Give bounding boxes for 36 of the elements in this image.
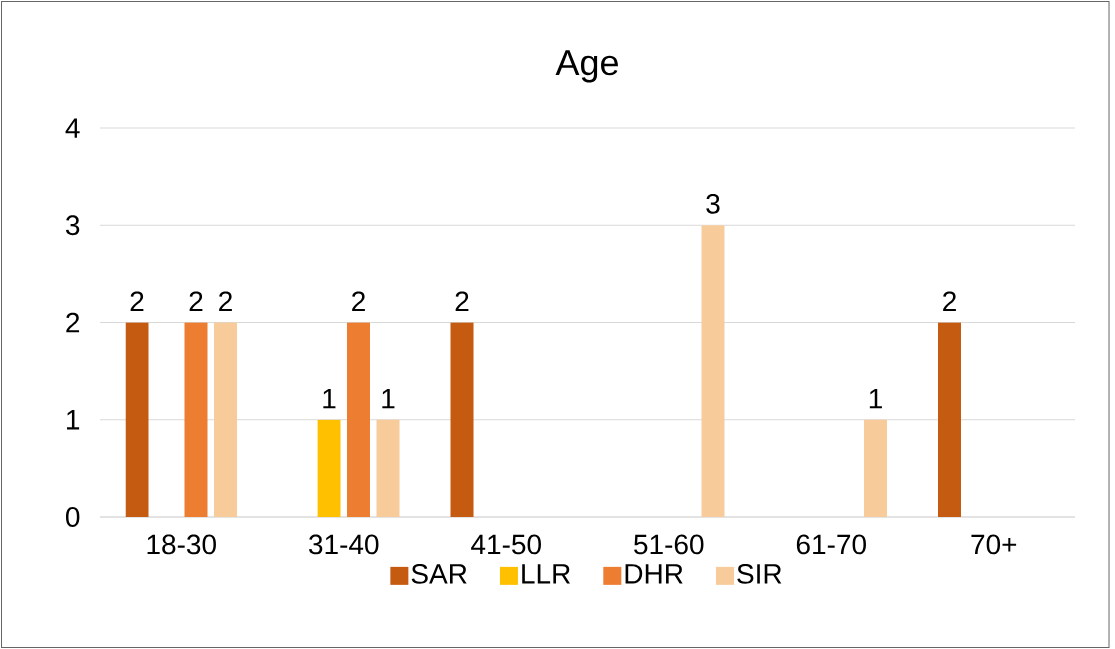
bar bbox=[184, 322, 208, 517]
y-tick-label: 2 bbox=[66, 312, 80, 333]
data-label: 1 bbox=[869, 388, 882, 409]
data-label: 2 bbox=[130, 291, 144, 311]
y-tick-label: 0 bbox=[66, 507, 80, 527]
data-label: 1 bbox=[323, 388, 336, 409]
data-label: 2 bbox=[189, 291, 203, 311]
legend-label: DHR bbox=[625, 564, 683, 584]
bar bbox=[347, 322, 371, 517]
legend-label: SAR bbox=[411, 564, 467, 584]
x-tick-label: 31-40 bbox=[309, 534, 379, 555]
y-tick-label: 4 bbox=[65, 118, 80, 138]
bar bbox=[376, 419, 400, 517]
bar bbox=[864, 419, 888, 517]
legend-label: SIR bbox=[737, 564, 782, 584]
x-tick-label: 51-60 bbox=[634, 534, 704, 555]
y-tick-label: 1 bbox=[67, 410, 80, 430]
x-tick-label: 18-30 bbox=[147, 534, 216, 555]
bar bbox=[450, 322, 474, 517]
x-tick-label: 61-70 bbox=[796, 534, 866, 555]
x-tick-label: 41-50 bbox=[471, 534, 541, 555]
data-label: 2 bbox=[219, 291, 232, 311]
legend-label: LLR bbox=[522, 564, 570, 584]
x-tick-label: 70+ bbox=[971, 534, 1017, 555]
data-label: 2 bbox=[352, 291, 365, 311]
y-tick-label: 3 bbox=[65, 215, 80, 236]
chart-title: Age bbox=[555, 50, 618, 83]
bar bbox=[701, 225, 725, 517]
bar bbox=[938, 322, 962, 517]
bar bbox=[125, 322, 149, 517]
data-label: 2 bbox=[455, 291, 469, 311]
data-label: 1 bbox=[382, 388, 395, 409]
data-label: 2 bbox=[943, 291, 956, 311]
bar bbox=[317, 419, 341, 517]
data-label: 3 bbox=[706, 193, 720, 214]
bar bbox=[214, 322, 238, 517]
